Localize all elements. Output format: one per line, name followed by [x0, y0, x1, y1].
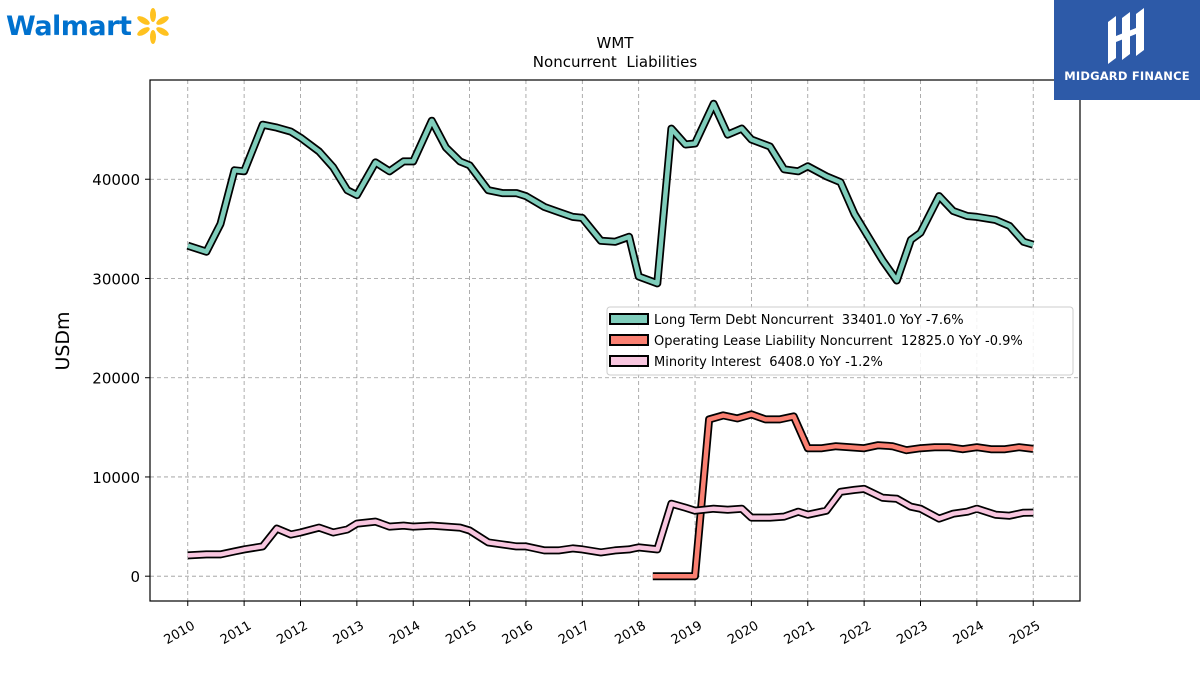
x-tick-label: 2013 [331, 618, 367, 648]
chart-subtitle: Noncurrent Liabilities [533, 53, 698, 71]
legend-box [606, 306, 1074, 376]
midgard-finance-logo: MIDGARD FINANCE [1054, 0, 1200, 100]
x-tick-label: 2011 [218, 618, 254, 648]
series-line-0 [187, 101, 1034, 286]
legend-swatch-1 [609, 334, 649, 346]
legend-swatch-2 [609, 355, 649, 367]
x-tick-label: 2025 [1007, 618, 1043, 648]
spark-petal [150, 30, 157, 44]
y-axis-label: USDm [52, 311, 74, 370]
x-tick-label: 2012 [274, 618, 310, 648]
x-tick-label: 2018 [613, 618, 649, 648]
series-outline-2 [187, 484, 1034, 560]
x-tick-label: 2021 [782, 618, 818, 648]
y-tick-label: 10000 [92, 469, 140, 487]
y-tick-label: 40000 [92, 171, 140, 189]
x-tick-label: 2024 [951, 618, 987, 648]
y-tick-label: 30000 [92, 270, 140, 288]
x-tick-label: 2019 [669, 618, 705, 648]
y-tick-label: 0 [130, 568, 140, 586]
spark-petal [137, 27, 151, 36]
x-tick-label: 2023 [894, 618, 930, 648]
x-tick-label: 2017 [556, 618, 592, 648]
series-line-2 [187, 486, 1034, 558]
legend-label-1: Operating Lease Liability Noncurrent 128… [654, 334, 1023, 349]
walmart-wordmark: Walmart [6, 10, 132, 42]
spark-petal [150, 8, 157, 22]
legend-label-0: Long Term Debt Noncurrent 33401.0 YoY -7… [654, 313, 964, 328]
legend-label-2: Minority Interest 6408.0 YoY -1.2% [654, 355, 883, 370]
midgard-mark-icon [1108, 8, 1144, 64]
y-tick-label: 20000 [92, 370, 140, 388]
spark-petal [156, 27, 170, 36]
x-tick-label: 2016 [500, 618, 536, 648]
spark-petal [137, 16, 151, 25]
legend: Long Term Debt Noncurrent 33401.0 YoY -7… [606, 306, 1074, 376]
x-tick-label: 2014 [387, 618, 423, 648]
walmart-spark-icon [137, 8, 170, 44]
x-tick-label: 2022 [838, 618, 874, 648]
spark-petal [156, 16, 170, 25]
walmart-logo: Walmart [6, 6, 173, 46]
legend-swatch-0 [609, 313, 649, 325]
y-axis: 0 10000 20000 30000 40000 [92, 171, 150, 586]
midgard-wordmark: MIDGARD FINANCE [1064, 69, 1190, 83]
plot-frame [149, 79, 1081, 602]
series-line-1 [652, 412, 1034, 579]
series-lines [186, 99, 1035, 581]
x-axis: 2010 2011 2012 2013 2014 2015 2016 2017 2018 2019… [162, 601, 1043, 648]
x-tick-label: 2010 [162, 618, 198, 648]
chart-title: WMT [597, 34, 635, 52]
x-tick-label: 2020 [725, 618, 761, 648]
x-tick-label: 2015 [443, 618, 479, 648]
